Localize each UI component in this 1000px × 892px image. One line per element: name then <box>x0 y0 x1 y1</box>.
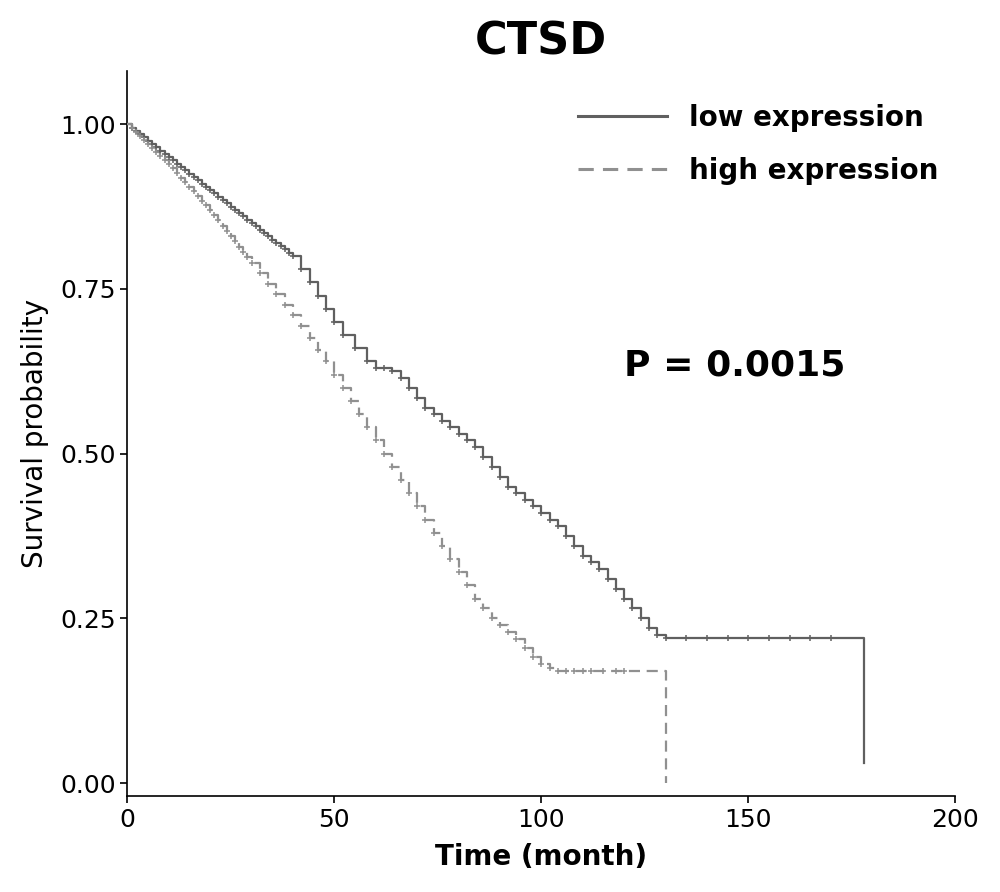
Text: P = 0.0015: P = 0.0015 <box>624 349 846 383</box>
Y-axis label: Survival probability: Survival probability <box>21 300 49 568</box>
Legend: low expression, high expression: low expression, high expression <box>567 93 950 196</box>
Title: CTSD: CTSD <box>475 21 607 64</box>
X-axis label: Time (month): Time (month) <box>435 843 647 871</box>
